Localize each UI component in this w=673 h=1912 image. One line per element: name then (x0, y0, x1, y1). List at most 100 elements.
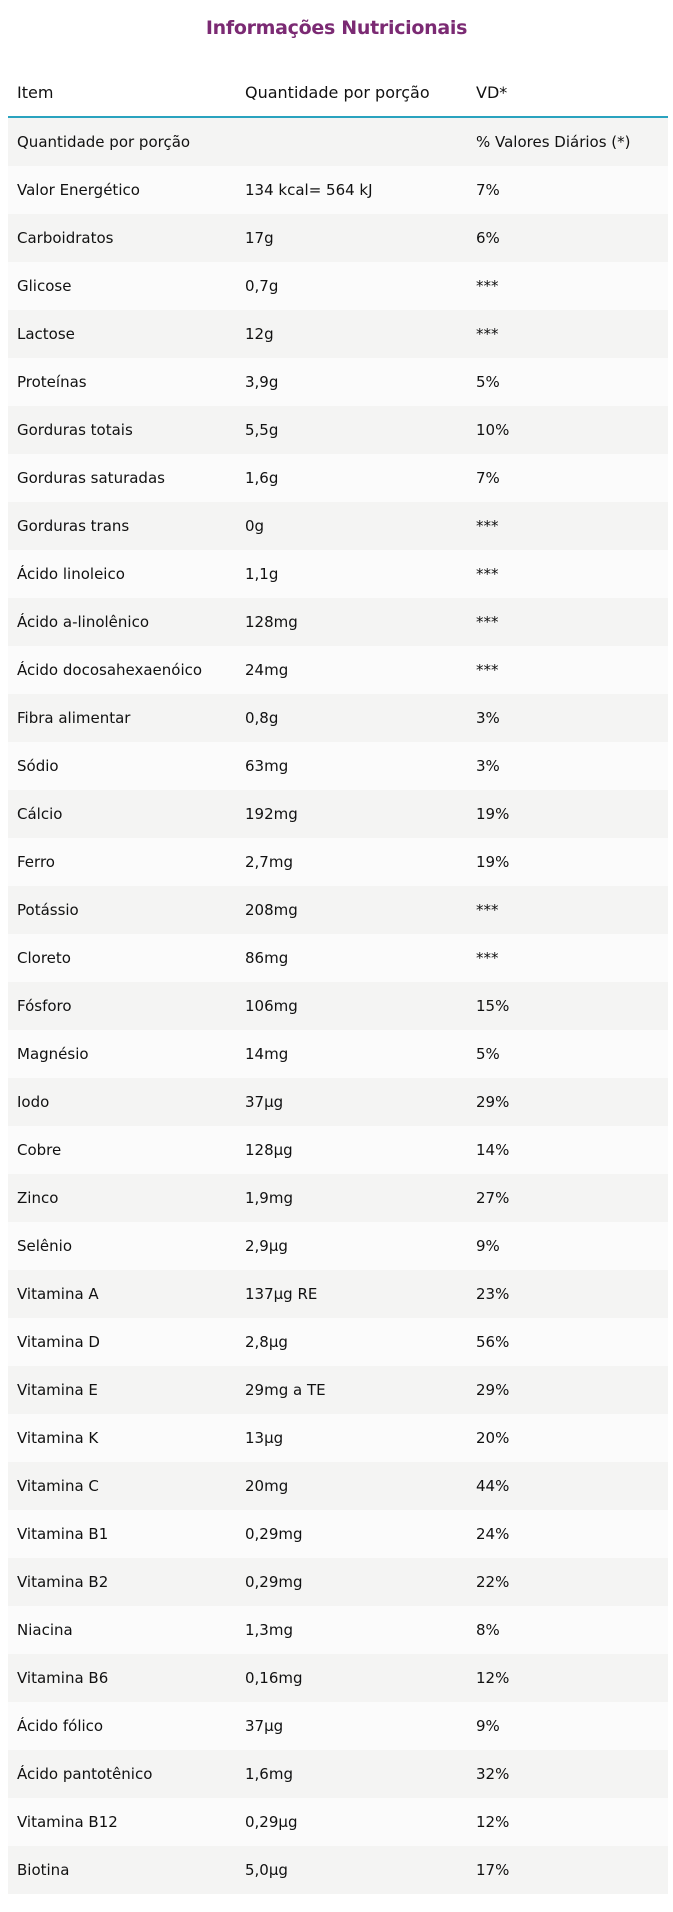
table-row: Vitamina A 137µg RE 23% (8, 1270, 668, 1318)
table-row: Ácido pantotênico 1,6mg 32% (8, 1750, 668, 1798)
cell-quantity: 5,5g (245, 421, 279, 439)
cell-quantity: 0,7g (245, 277, 279, 295)
cell-quantity: 192mg (245, 805, 298, 823)
cell-quantity: 137µg RE (245, 1285, 318, 1303)
table-row: Gorduras trans 0g *** (8, 502, 668, 550)
nutrition-table: Item Quantidade por porção VD* Quantidad… (8, 68, 668, 1894)
cell-dv: 12% (476, 1813, 510, 1831)
table-row: Vitamina D 2,8µg 56% (8, 1318, 668, 1366)
cell-quantity: 0,29mg (245, 1525, 303, 1543)
cell-dv: 24% (476, 1525, 510, 1543)
cell-item: Magnésio (17, 1045, 89, 1063)
cell-item: Valor Energético (17, 181, 140, 199)
cell-quantity: 1,6g (245, 469, 279, 487)
table-row: Quantidade por porção % Valores Diários (… (8, 118, 668, 166)
cell-quantity: 24mg (245, 661, 289, 679)
table-row: Ácido linoleico 1,1g *** (8, 550, 668, 598)
cell-quantity: 20mg (245, 1477, 289, 1495)
cell-dv: 29% (476, 1381, 510, 1399)
cell-quantity: 128µg (245, 1141, 293, 1159)
table-row: Carboidratos 17g 6% (8, 214, 668, 262)
table-row: Valor Energético 134 kcal= 564 kJ 7% (8, 166, 668, 214)
cell-dv: *** (476, 277, 499, 295)
cell-quantity: 17g (245, 229, 274, 247)
cell-dv: *** (476, 949, 499, 967)
table-row: Ácido docosahexaenóico 24mg *** (8, 646, 668, 694)
table-row: Vitamina B6 0,16mg 12% (8, 1654, 668, 1702)
cell-dv: 19% (476, 805, 510, 823)
table-row: Glicose 0,7g *** (8, 262, 668, 310)
cell-quantity: 134 kcal= 564 kJ (245, 181, 373, 199)
cell-dv: 29% (476, 1093, 510, 1111)
cell-dv: *** (476, 325, 499, 343)
table-row: Ácido fólico 37µg 9% (8, 1702, 668, 1750)
cell-dv: 9% (476, 1237, 500, 1255)
cell-dv: 6% (476, 229, 500, 247)
table-row: Ferro 2,7mg 19% (8, 838, 668, 886)
table-header: Item Quantidade por porção VD* (8, 68, 668, 118)
table-row: Fibra alimentar 0,8g 3% (8, 694, 668, 742)
cell-dv: 3% (476, 709, 500, 727)
table-body: Quantidade por porção % Valores Diários (… (8, 118, 668, 1894)
cell-item: Biotina (17, 1861, 70, 1879)
cell-item: Proteínas (17, 373, 87, 391)
table-row: Biotina 5,0µg 17% (8, 1846, 668, 1894)
cell-item: Gorduras saturadas (17, 469, 165, 487)
cell-dv: 56% (476, 1333, 510, 1351)
cell-dv: 3% (476, 757, 500, 775)
cell-quantity: 12g (245, 325, 274, 343)
cell-item: Iodo (17, 1093, 50, 1111)
table-row: Niacina 1,3mg 8% (8, 1606, 668, 1654)
cell-item: Sódio (17, 757, 59, 775)
cell-item: Ácido docosahexaenóico (17, 661, 203, 679)
cell-dv: 17% (476, 1861, 510, 1879)
cell-item: Vitamina B12 (17, 1813, 118, 1831)
cell-dv: 44% (476, 1477, 510, 1495)
cell-dv: 20% (476, 1429, 510, 1447)
cell-dv: 9% (476, 1717, 500, 1735)
cell-item: Quantidade por porção (17, 133, 191, 151)
cell-item: Lactose (17, 325, 75, 343)
cell-dv: 8% (476, 1621, 500, 1639)
cell-quantity: 3,9g (245, 373, 279, 391)
table-row: Vitamina B2 0,29mg 22% (8, 1558, 668, 1606)
cell-item: Vitamina E (17, 1381, 98, 1399)
cell-quantity: 2,7mg (245, 853, 293, 871)
table-row: Vitamina B12 0,29µg 12% (8, 1798, 668, 1846)
cell-dv: 14% (476, 1141, 510, 1159)
page-title: Informações Nutricionais (205, 17, 468, 39)
header-quantity: Quantidade por porção (245, 82, 430, 102)
cell-quantity: 0,8g (245, 709, 279, 727)
cell-item: Cobre (17, 1141, 62, 1159)
cell-quantity: 128mg (245, 613, 298, 631)
cell-quantity: 29mg a TE (245, 1381, 326, 1399)
table-row: Cálcio 192mg 19% (8, 790, 668, 838)
cell-dv: % Valores Diários (*) (476, 133, 631, 151)
table-row: Lactose 12g *** (8, 310, 668, 358)
table-row: Vitamina E 29mg a TE 29% (8, 1366, 668, 1414)
cell-dv: 32% (476, 1765, 510, 1783)
cell-dv: 10% (476, 421, 510, 439)
cell-quantity: 106mg (245, 997, 298, 1015)
cell-item: Vitamina A (17, 1285, 99, 1303)
table-row: Ácido a-linolênico 128mg *** (8, 598, 668, 646)
table-row: Potássio 208mg *** (8, 886, 668, 934)
cell-dv: 5% (476, 1045, 500, 1063)
cell-item: Cálcio (17, 805, 63, 823)
cell-dv: *** (476, 901, 499, 919)
cell-item: Potássio (17, 901, 79, 919)
cell-dv: 7% (476, 181, 500, 199)
cell-item: Vitamina K (17, 1429, 99, 1447)
cell-item: Ácido fólico (17, 1717, 104, 1735)
cell-dv: *** (476, 565, 499, 583)
cell-quantity: 5,0µg (245, 1861, 288, 1879)
cell-item: Niacina (17, 1621, 73, 1639)
cell-dv: *** (476, 613, 499, 631)
cell-item: Vitamina B1 (17, 1525, 109, 1543)
table-row: Selênio 2,9µg 9% (8, 1222, 668, 1270)
table-row: Vitamina C 20mg 44% (8, 1462, 668, 1510)
cell-quantity: 63mg (245, 757, 289, 775)
cell-dv: 19% (476, 853, 510, 871)
cell-item: Zinco (17, 1189, 59, 1207)
